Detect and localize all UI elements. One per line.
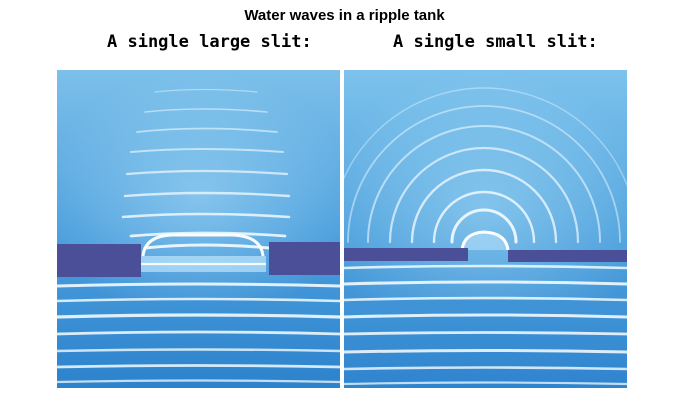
small-slit-label: A single small slit: <box>393 32 598 52</box>
incident-wavefronts <box>344 264 627 386</box>
right-barrier <box>508 250 627 262</box>
left-barrier <box>57 244 141 277</box>
large-slit-photo <box>57 70 340 388</box>
large-slit-label: A single large slit: <box>107 32 312 52</box>
circular-wavefronts <box>344 87 627 244</box>
slit-wave-bulge <box>460 230 510 251</box>
left-barrier <box>344 248 468 261</box>
small-slit-photo <box>344 70 627 388</box>
right-barrier <box>269 242 340 275</box>
incident-wavefronts <box>57 282 340 384</box>
slit-wave-bulge <box>141 233 265 257</box>
diffracted-wavefronts <box>121 88 291 250</box>
figure-title: Water waves in a ripple tank <box>244 7 445 24</box>
